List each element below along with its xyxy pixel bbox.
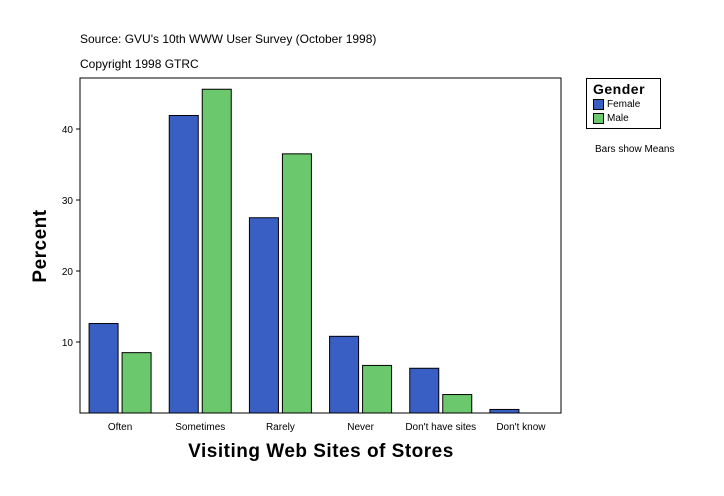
bar-male-3 [362,364,393,414]
x-tick-label: Rarely [266,422,295,433]
y-tick-label: 40 [62,125,74,136]
x-axis: Often Sometimes Rarely Never Don't have site… [108,422,546,433]
bar-female-5 [489,408,520,414]
bar-male-4 [442,394,473,414]
x-tick-label: Often [108,422,132,433]
y-tick-label: 20 [62,267,74,278]
copyright-caption: Copyright 1998 GTRC [80,57,199,71]
y-axis: 10 20 30 40 [62,125,80,349]
legend-swatch-male [593,113,604,124]
legend-swatch-female [593,99,604,110]
x-tick-label: Sometimes [175,422,225,433]
legend-title: Gender [593,81,646,97]
legend-item-female: Female [593,99,640,110]
y-tick-label: 10 [62,338,74,349]
bar-male-2 [281,153,312,414]
x-tick-label: Don't know [496,422,546,433]
bar-female-0 [88,323,119,414]
bar-female-3 [329,335,360,414]
legend: Gender Female Male [586,78,661,129]
bar-female-1 [168,115,199,414]
legend-label-male: Male [607,113,629,124]
bar-female-4 [409,367,440,414]
y-tick-label: 30 [62,196,74,207]
plot-frame [79,77,562,414]
legend-item-male: Male [593,113,629,124]
x-tick-label: Never [347,422,374,433]
source-caption: Source: GVU's 10th WWW User Survey (Octo… [80,32,377,46]
legend-label-female: Female [607,99,641,110]
bar-male-1 [201,88,232,414]
x-axis-title: Visiting Web Sites of Stores [188,441,454,462]
bars-group [88,88,520,414]
y-axis-title: Percent [30,209,51,282]
x-tick-label: Don't have sites [405,422,476,433]
bar-female-2 [248,217,279,414]
bars-note: Bars show Means [595,144,675,155]
bar-male-0 [121,352,152,414]
